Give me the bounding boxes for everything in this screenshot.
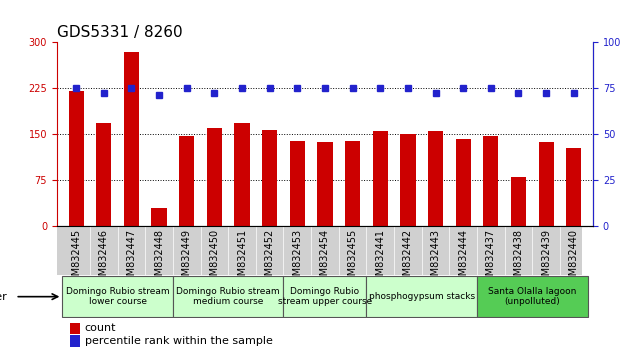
FancyBboxPatch shape [62,276,173,317]
Text: GSM832443: GSM832443 [430,229,440,288]
Text: GSM832453: GSM832453 [292,229,302,288]
Bar [96,123,112,226]
Bar [70,322,80,334]
Bar [566,148,581,226]
Bar [317,142,333,226]
Text: GSM832442: GSM832442 [403,229,413,288]
Bar [511,177,526,226]
Bar [70,336,80,347]
Text: GSM832449: GSM832449 [182,229,192,288]
Text: count: count [85,323,116,333]
FancyBboxPatch shape [173,276,283,317]
Text: GSM832450: GSM832450 [209,229,220,288]
Text: Domingo Rubio stream
medium course: Domingo Rubio stream medium course [177,287,280,306]
Text: GSM832438: GSM832438 [514,229,524,288]
FancyBboxPatch shape [283,276,367,317]
Bar [207,128,222,226]
Text: other: other [0,292,7,302]
Bar [151,208,167,226]
Text: GSM832445: GSM832445 [71,229,81,288]
Text: GSM832452: GSM832452 [264,229,274,288]
Text: Santa Olalla lagoon
(unpolluted): Santa Olalla lagoon (unpolluted) [488,287,577,306]
Bar [345,141,360,226]
Text: GSM832444: GSM832444 [458,229,468,288]
Bar [69,91,84,226]
Text: GSM832446: GSM832446 [99,229,109,288]
Text: GSM832440: GSM832440 [569,229,579,288]
FancyBboxPatch shape [477,276,587,317]
Text: GSM832441: GSM832441 [375,229,386,288]
Text: GSM832455: GSM832455 [348,229,358,288]
Bar [290,141,305,226]
Text: percentile rank within the sample: percentile rank within the sample [85,336,273,346]
Bar [262,130,277,226]
Bar [235,123,250,226]
Text: GSM832447: GSM832447 [126,229,136,288]
Text: GSM832451: GSM832451 [237,229,247,288]
Bar [373,131,388,226]
Bar [179,136,194,226]
Text: GSM832437: GSM832437 [486,229,496,288]
Bar [538,142,554,226]
Bar [483,136,498,226]
Text: GSM832454: GSM832454 [320,229,330,288]
Text: GSM832448: GSM832448 [154,229,164,288]
Text: phosphogypsum stacks: phosphogypsum stacks [369,292,475,301]
Text: GDS5331 / 8260: GDS5331 / 8260 [57,25,182,40]
Text: Domingo Rubio
stream upper course: Domingo Rubio stream upper course [278,287,372,306]
Text: GSM832439: GSM832439 [541,229,551,288]
Bar [428,131,443,226]
Bar [456,139,471,226]
Bar [124,52,139,226]
FancyBboxPatch shape [367,276,477,317]
Bar [400,134,415,226]
Text: Domingo Rubio stream
lower course: Domingo Rubio stream lower course [66,287,170,306]
